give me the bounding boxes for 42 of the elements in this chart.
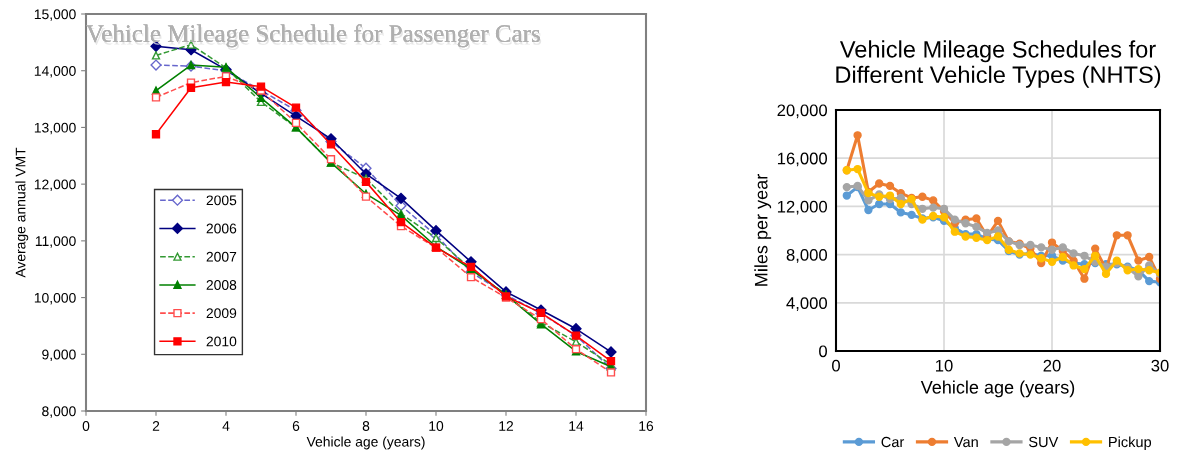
x-tick-label: 2 [152, 421, 160, 431]
y-axis-title: Average annual VMT [15, 147, 29, 278]
y-axis-title: Miles per year [754, 174, 772, 286]
x-tick-label: 4 [222, 421, 230, 431]
y-tick-label: 0 [819, 345, 828, 358]
legend-label: 2006 [206, 223, 237, 234]
legend-label: 2010 [206, 336, 237, 347]
x-tick-label: 6 [292, 421, 300, 431]
y-tick-label: 15,000 [34, 9, 76, 21]
x-axis-title: Vehicle age (years) [306, 436, 425, 450]
x-tick-label: 12 [499, 421, 514, 431]
x-tick-label: 30 [1151, 359, 1169, 372]
x-tick-label: 0 [832, 359, 840, 372]
x-tick-label: 10 [936, 359, 953, 372]
y-tick-label: 16,000 [777, 152, 828, 167]
y-tick-label: 13,000 [34, 122, 76, 135]
y-tick-label: 20,000 [777, 104, 828, 119]
y-tick-label: 12,000 [34, 179, 76, 191]
y-tick-label: 4,000 [786, 297, 828, 311]
y-tick-label: 11,000 [35, 236, 76, 248]
y-tick-label: 10,000 [34, 292, 76, 305]
x-axis-title: Vehicle age (years) [920, 380, 1075, 398]
y-tick-label: 8,000 [786, 249, 828, 263]
y-tick-label: 9,000 [42, 349, 76, 362]
x-tick-label: 8 [362, 421, 370, 431]
y-tick-label: 8,000 [42, 406, 76, 418]
legend-label: 2005 [206, 195, 237, 206]
legend-label: Pickup [1109, 436, 1152, 451]
x-tick-label: 20 [1043, 359, 1061, 372]
legend-label: Car [881, 436, 905, 448]
x-tick-label: 16 [639, 421, 654, 431]
y-tick-label: 12,000 [777, 200, 828, 215]
x-tick-label: 10 [429, 421, 444, 431]
legend-label: SUV [1028, 436, 1059, 448]
x-tick-label: 14 [569, 421, 584, 431]
x-tick-label: 0 [82, 421, 90, 431]
legend-label: 2007 [206, 251, 237, 262]
legend-label: 2009 [206, 308, 237, 319]
y-tick-label: 14,000 [34, 66, 76, 78]
legend-label: Van [953, 436, 978, 448]
legend-label: 2008 [206, 280, 237, 290]
chart-title: Vehicle Mileage Schedules for Different Vehicle Types (NHTS) [836, 40, 1161, 88]
